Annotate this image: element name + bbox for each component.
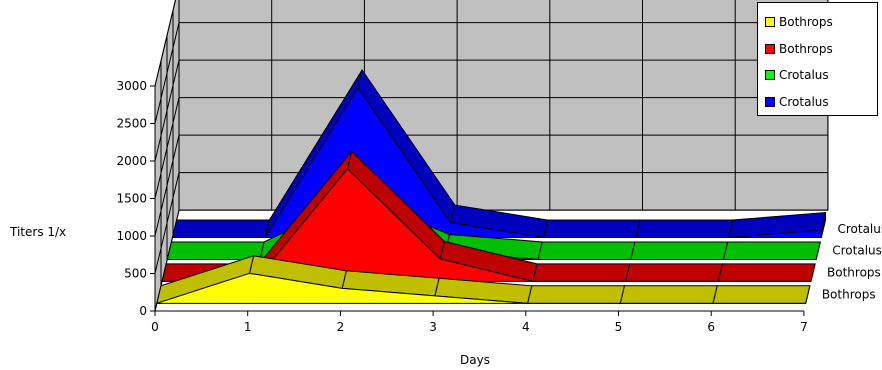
- x-tick-label: 5: [615, 320, 623, 334]
- series-3-top-0: [172, 220, 269, 238]
- legend-swatch: [765, 44, 775, 54]
- legend-item: Bothrops: [765, 9, 877, 36]
- back-wall: [179, 0, 828, 210]
- y-axis-title: Titers 1/x: [9, 225, 66, 239]
- legend-swatch: [765, 17, 775, 27]
- x-tick-label: 4: [522, 320, 530, 334]
- series-2-top-5: [631, 242, 728, 260]
- x-tick-label: 6: [707, 320, 715, 334]
- series-axis-label: Crotalus: [832, 244, 882, 258]
- series-1-top-6: [718, 264, 815, 282]
- x-tick-label: 2: [337, 320, 345, 334]
- series-2-top-6: [723, 242, 820, 260]
- x-tick-label: 0: [151, 320, 159, 334]
- legend: Bothrops Bothrops Crotalus Crotalus: [757, 2, 878, 116]
- legend-swatch: [765, 97, 775, 107]
- y-tick-label: 1000: [116, 229, 147, 243]
- x-tick-label: 3: [429, 320, 437, 334]
- legend-item: Bothrops: [765, 36, 877, 63]
- series-0-top-5: [620, 286, 717, 304]
- series-1-top-4: [533, 264, 630, 282]
- series-0-top-6: [713, 286, 810, 304]
- y-tick-label: 1500: [116, 192, 147, 206]
- series-axis-label: Bothrops: [822, 288, 876, 302]
- y-tick-label: 2500: [116, 117, 147, 131]
- series-3-top-5: [636, 220, 733, 238]
- x-axis-title: Days: [460, 353, 490, 367]
- legend-item: Crotalus: [765, 89, 877, 116]
- series-0-top-4: [528, 286, 625, 304]
- x-tick-label: 1: [244, 320, 252, 334]
- y-tick-label: 2000: [116, 154, 147, 168]
- series-axis-label: Crotalus: [837, 222, 882, 236]
- legend-label: Bothrops: [779, 42, 833, 56]
- series-2-top-4: [538, 242, 635, 260]
- legend-item: Crotalus: [765, 62, 877, 89]
- y-tick-label: 0: [139, 304, 147, 318]
- legend-label: Bothrops: [779, 15, 833, 29]
- series-1-top-5: [626, 264, 723, 282]
- series-axis-label: Bothrops: [827, 266, 881, 280]
- legend-swatch: [765, 70, 775, 80]
- y-tick-label: 500: [124, 267, 147, 281]
- legend-label: Crotalus: [779, 95, 829, 109]
- y-tick-label: 3000: [116, 79, 147, 93]
- x-tick-label: 7: [800, 320, 808, 334]
- series-3-top-4: [543, 220, 640, 238]
- legend-label: Crotalus: [779, 68, 829, 82]
